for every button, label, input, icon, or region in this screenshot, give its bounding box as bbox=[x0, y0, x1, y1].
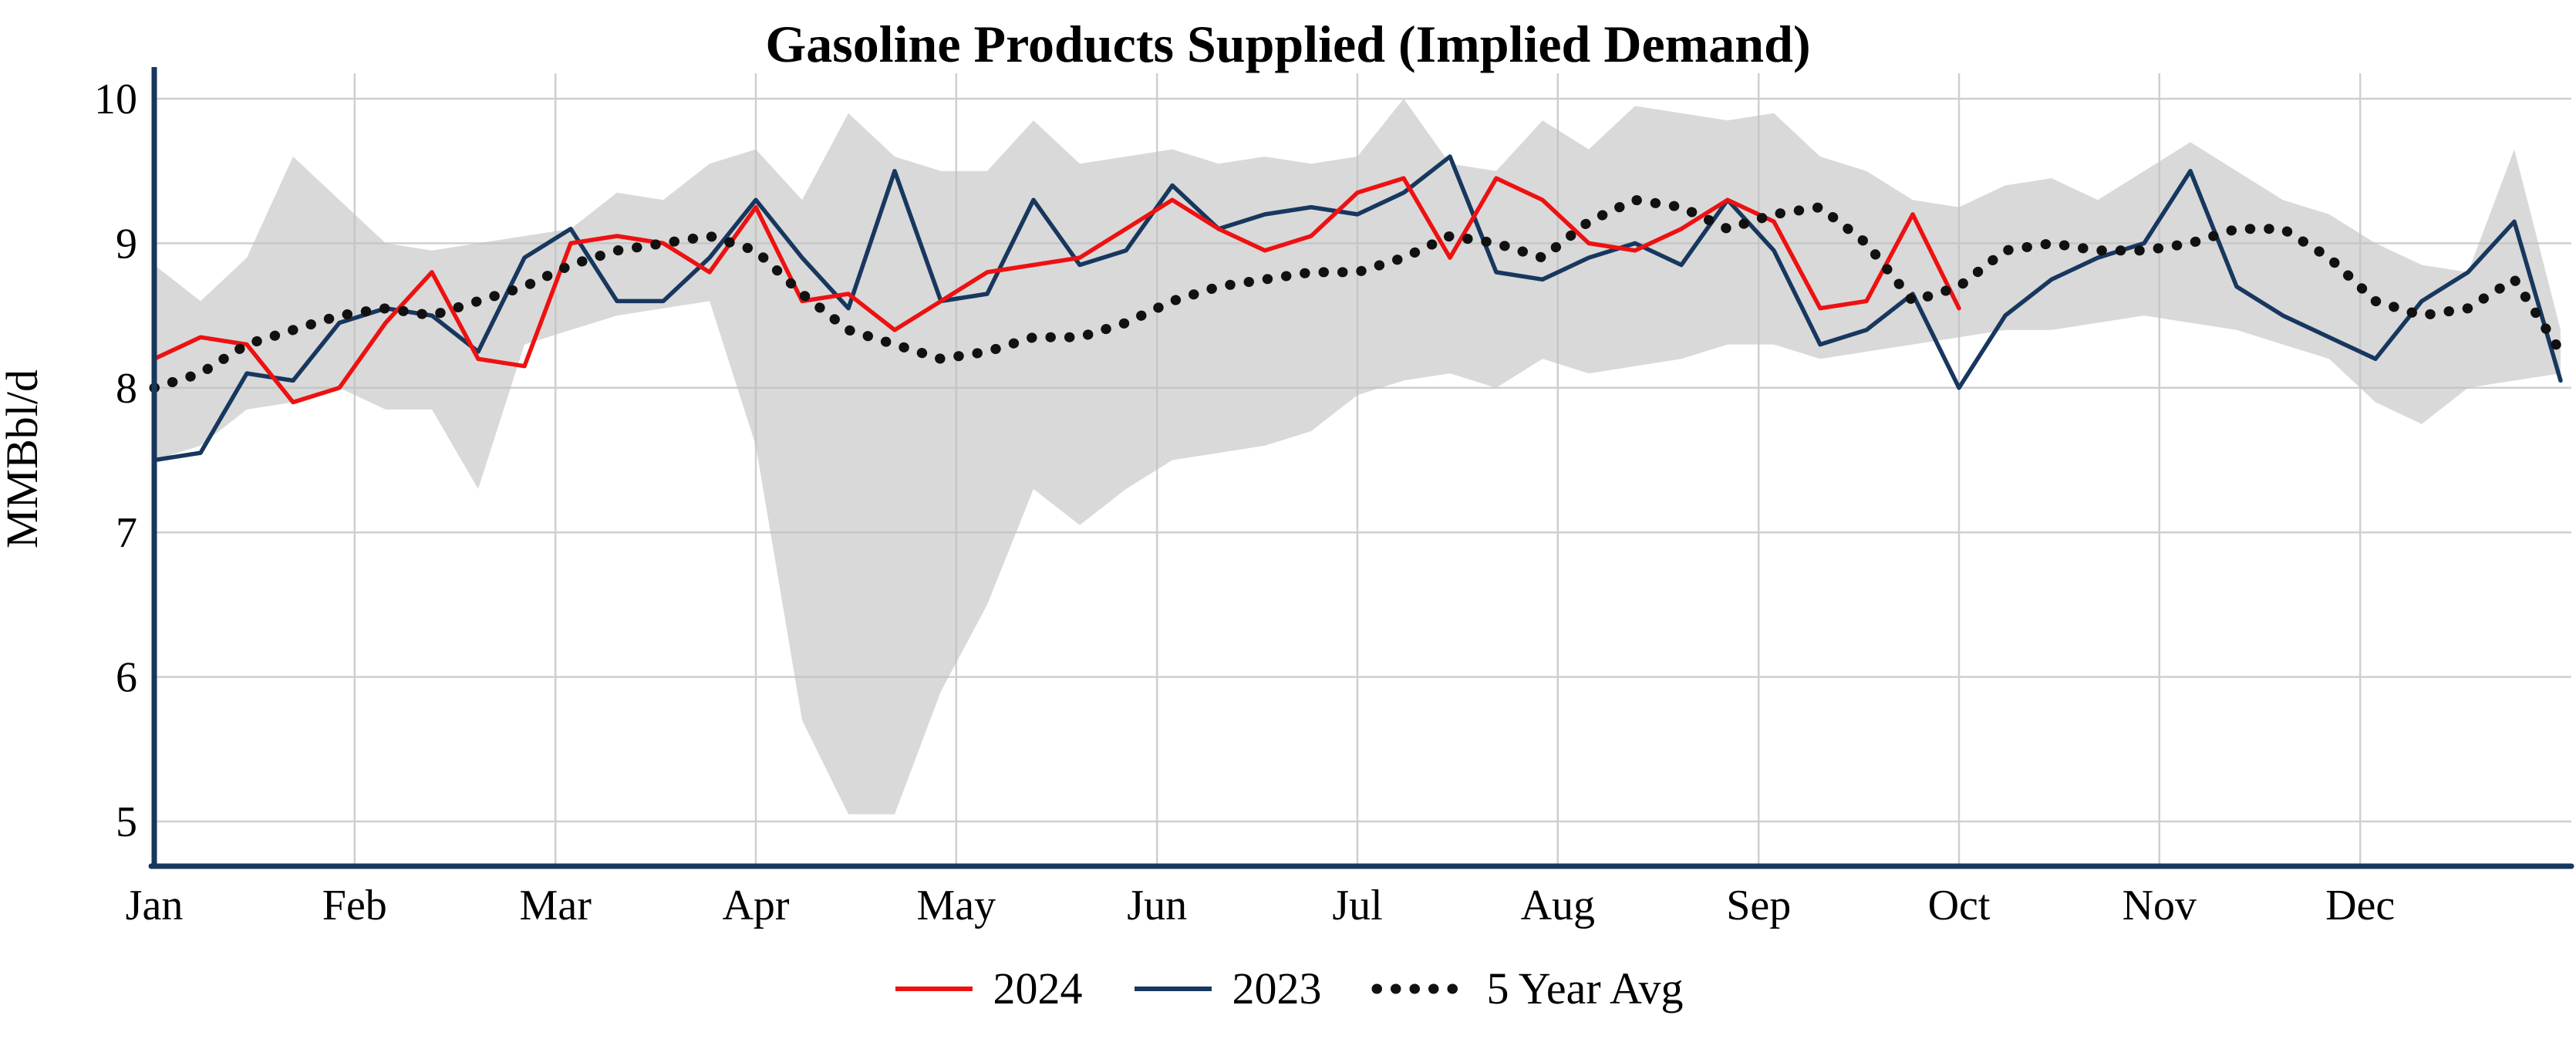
legend-sample-2023 bbox=[1135, 986, 1212, 991]
legend-sample-5yr-avg bbox=[1371, 983, 1470, 993]
xtick-label-May: May bbox=[916, 882, 996, 929]
legend-label-5yr-avg: 5 Year Avg bbox=[1486, 963, 1684, 1014]
legend-item-2023: 2023 bbox=[1131, 963, 1321, 1014]
xtick-label-Apr: Apr bbox=[722, 882, 789, 929]
legend-label-2023: 2023 bbox=[1232, 963, 1322, 1014]
ytick-label-10: 10 bbox=[94, 76, 137, 123]
xtick-label-Oct: Oct bbox=[1928, 882, 1991, 929]
band-layer bbox=[154, 99, 2561, 815]
ytick-label-8: 8 bbox=[116, 365, 137, 413]
series-line-2023 bbox=[152, 154, 2563, 463]
ytick-labels-layer: 5 6 7 8 9 10 bbox=[94, 76, 137, 846]
xtick-label-Jul: Jul bbox=[1332, 882, 1382, 929]
chart-title: Gasoline Products Supplied (Implied Dema… bbox=[765, 15, 1810, 73]
legend-sample-2024 bbox=[895, 986, 973, 991]
chart-legend: 2024 2023 5 Year Avg bbox=[0, 963, 2576, 1014]
ytick-label-6: 6 bbox=[116, 654, 137, 702]
xtick-label-Jan: Jan bbox=[126, 882, 184, 929]
xtick-label-Mar: Mar bbox=[520, 882, 592, 929]
xtick-label-Nov: Nov bbox=[2123, 882, 2197, 929]
xtick-label-Feb: Feb bbox=[322, 882, 387, 929]
ytick-label-9: 9 bbox=[116, 220, 137, 268]
band-5-year-range bbox=[154, 99, 2561, 815]
chart-svg: 5 6 7 8 9 10 Jan Feb Mar Apr May Jun Jul Aug Sep Oct No… bbox=[0, 15, 2574, 929]
xtick-label-Aug: Aug bbox=[1521, 882, 1595, 929]
xtick-label-Jun: Jun bbox=[1127, 882, 1187, 929]
ytick-label-5: 5 bbox=[116, 798, 137, 846]
xtick-labels-layer: Jan Feb Mar Apr May Jun Jul Aug Sep Oct Nov Dec bbox=[126, 882, 2396, 929]
series-layer bbox=[149, 154, 2566, 463]
xtick-label-Sep: Sep bbox=[1726, 882, 1791, 929]
legend-item-5yr-avg: 5 Year Avg bbox=[1371, 963, 1684, 1014]
legend-item-2024: 2024 bbox=[892, 963, 1082, 1014]
series-line-2024 bbox=[152, 176, 1961, 405]
y-axis-label: MMBbl/d bbox=[0, 369, 47, 548]
ytick-label-7: 7 bbox=[116, 509, 137, 557]
axes-layer bbox=[148, 67, 2574, 869]
xtick-label-Dec: Dec bbox=[2325, 882, 2395, 929]
legend-label-2024: 2024 bbox=[993, 963, 1083, 1014]
series-line-5-year-avg bbox=[149, 194, 2566, 393]
